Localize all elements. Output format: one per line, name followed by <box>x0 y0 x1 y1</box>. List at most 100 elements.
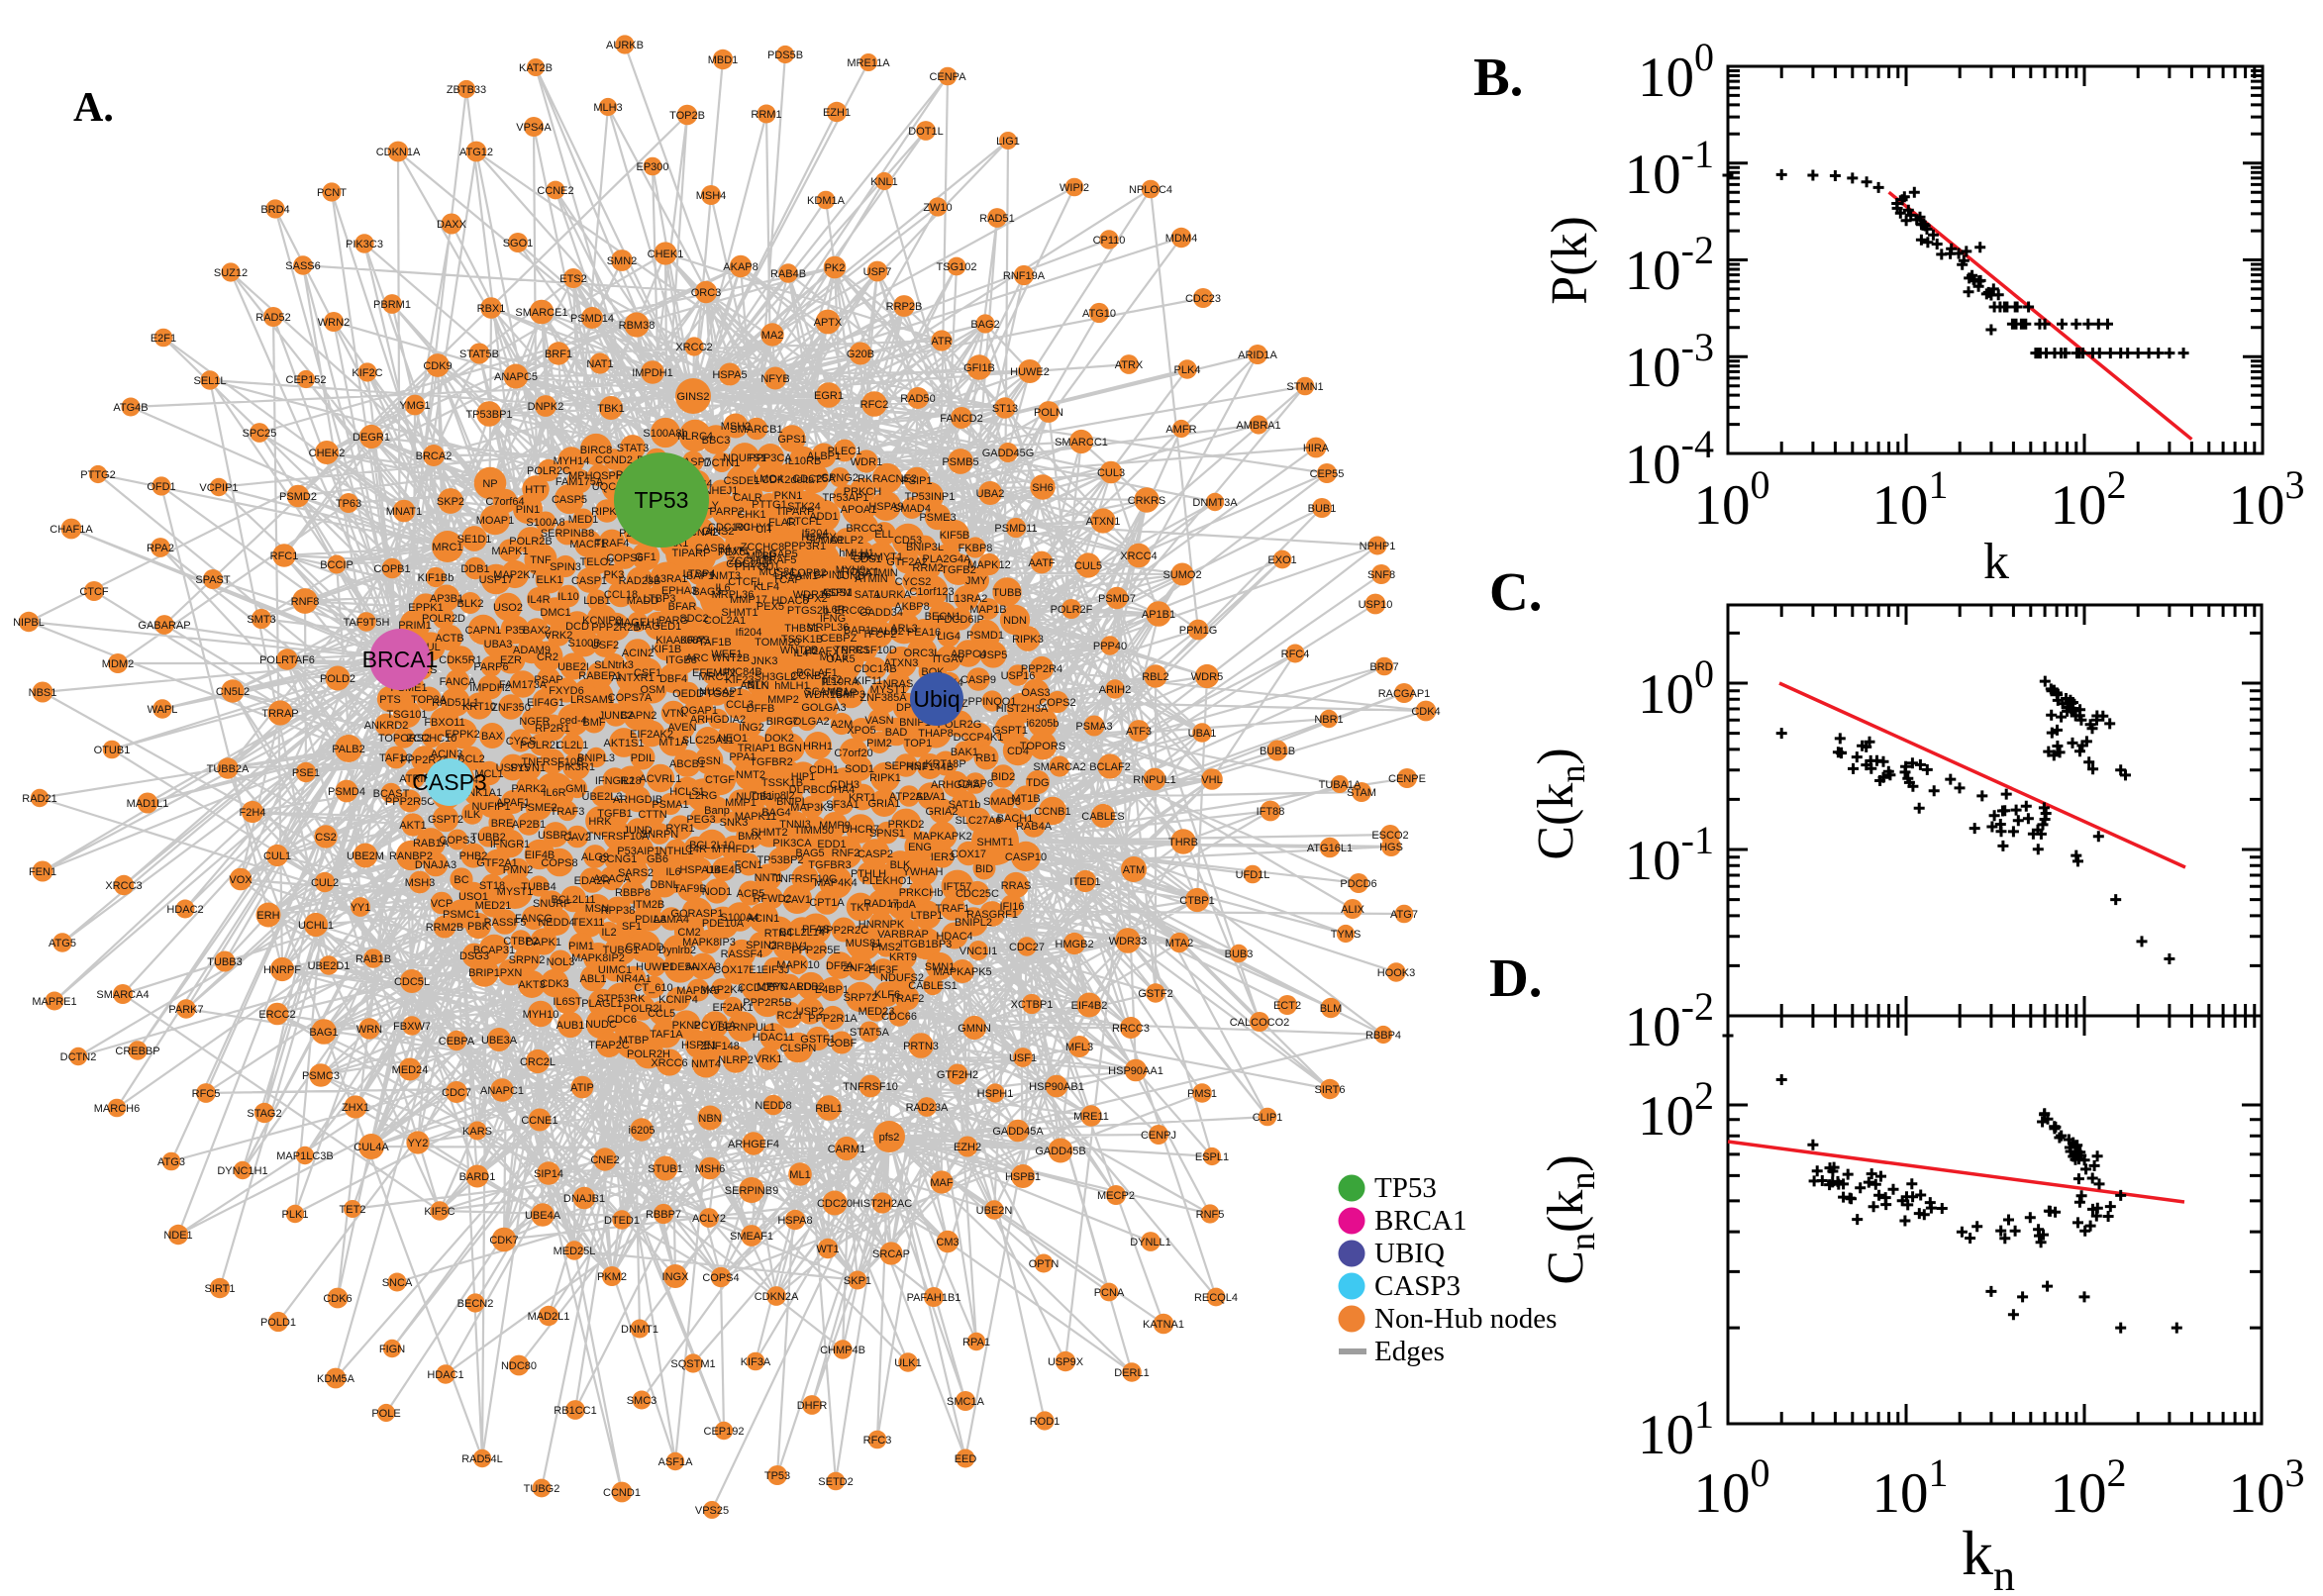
svg-text:MTA2: MTA2 <box>1165 938 1194 949</box>
svg-text:PSMA1: PSMA1 <box>652 799 688 811</box>
svg-text:CASP10: CASP10 <box>1005 851 1047 863</box>
svg-text:PEA16: PEA16 <box>907 627 941 639</box>
svg-text:MRE11: MRE11 <box>1073 1111 1109 1123</box>
svg-text:PSMD4: PSMD4 <box>328 786 365 798</box>
svg-text:MAD1L1: MAD1L1 <box>127 798 169 810</box>
svg-text:CM2: CM2 <box>677 927 700 939</box>
svg-text:PSAP: PSAP <box>534 674 562 686</box>
svg-text:PPINQO1: PPINQO1 <box>968 696 1017 708</box>
svg-text:MYH10: MYH10 <box>523 1009 559 1021</box>
svg-text:KIF5C: KIF5C <box>424 1206 454 1218</box>
svg-text:XRCC6: XRCC6 <box>651 1057 687 1069</box>
svg-text:CASP9: CASP9 <box>960 674 996 686</box>
svg-text:TFAP2C: TFAP2C <box>588 1040 630 1051</box>
svg-text:GMNN: GMNN <box>958 1023 991 1035</box>
svg-text:DYNLL1: DYNLL1 <box>1130 1237 1171 1248</box>
svg-text:KRT9: KRT9 <box>889 951 917 963</box>
svg-text:S100B: S100B <box>567 638 600 649</box>
svg-text:CR2: CR2 <box>537 651 558 663</box>
svg-text:SHMT2: SHMT2 <box>751 827 787 839</box>
svg-text:BNIPL3: BNIPL3 <box>577 752 615 764</box>
svg-text:PLAGL1: PLAGL1 <box>581 998 623 1010</box>
svg-text:XCTBP1: XCTBP1 <box>1011 999 1054 1011</box>
svg-text:COPS8: COPS8 <box>541 857 577 869</box>
svg-text:MAF: MAF <box>930 1177 954 1189</box>
svg-text:RAD51L1: RAD51L1 <box>432 697 479 709</box>
svg-text:ATMIN: ATMIN <box>855 573 887 585</box>
svg-text:ZCCHC10: ZCCHC10 <box>407 733 457 745</box>
svg-text:IL6R: IL6R <box>543 787 565 799</box>
svg-text:HSPA14: HSPA14 <box>679 864 720 876</box>
svg-text:CDC14B: CDC14B <box>854 663 896 675</box>
svg-text:MMP1: MMP1 <box>725 797 757 809</box>
svg-text:MED24: MED24 <box>392 1064 429 1076</box>
svg-text:DOT1L: DOT1L <box>908 126 943 138</box>
svg-text:ATG16L1: ATG16L1 <box>1307 843 1353 854</box>
svg-text:ATP2A2: ATP2A2 <box>889 791 929 803</box>
svg-text:ARID1A: ARID1A <box>1238 349 1277 361</box>
svg-text:KIF11: KIF11 <box>855 675 883 687</box>
svg-text:CM3: CM3 <box>936 1237 959 1248</box>
svg-text:TRAF1: TRAF1 <box>936 903 970 915</box>
svg-text:BRCA1: BRCA1 <box>362 647 439 672</box>
svg-text:VASN: VASN <box>864 715 893 727</box>
svg-text:RPP38: RPP38 <box>601 905 636 917</box>
svg-text:RBBP7: RBBP7 <box>646 1209 681 1221</box>
svg-text:ACLY2: ACLY2 <box>692 1213 726 1225</box>
svg-text:KRT10: KRT10 <box>462 701 496 713</box>
svg-text:BRF1: BRF1 <box>545 349 572 360</box>
svg-text:MRPL36: MRPL36 <box>712 589 755 601</box>
svg-text:HSPH1: HSPH1 <box>977 1088 1014 1100</box>
svg-text:SLC25A11: SLC25A11 <box>682 735 734 747</box>
svg-text:MAPRE1: MAPRE1 <box>32 996 76 1008</box>
svg-text:YY1: YY1 <box>351 902 371 914</box>
svg-text:UBERNPUL1: UBERNPUL1 <box>710 1022 775 1034</box>
svg-text:NPHP1: NPHP1 <box>1360 541 1396 552</box>
svg-text:NMT2: NMT2 <box>736 769 765 781</box>
svg-text:CDC25C: CDC25C <box>956 888 999 900</box>
svg-text:BID: BID <box>975 863 993 875</box>
svg-text:SH6: SH6 <box>1032 482 1053 494</box>
svg-text:TCAP: TCAP <box>828 687 857 699</box>
svg-text:SUMO1: SUMO1 <box>805 535 844 547</box>
svg-text:RAD51: RAD51 <box>979 213 1014 225</box>
svg-text:UBE2L3: UBE2L3 <box>582 791 623 803</box>
svg-text:TBK1: TBK1 <box>597 403 625 415</box>
svg-text:THBS1: THBS1 <box>784 623 819 635</box>
svg-text:NUFIP1: NUFIP1 <box>471 801 510 813</box>
svg-text:STP53RK: STP53RK <box>597 993 647 1005</box>
svg-text:STAT3: STAT3 <box>617 443 650 454</box>
svg-text:PPP2R5B: PPP2R5B <box>743 997 792 1009</box>
svg-text:IFI16: IFI16 <box>999 901 1024 913</box>
svg-text:CCL3: CCL3 <box>726 699 754 711</box>
svg-text:ORC3: ORC3 <box>691 287 722 299</box>
svg-text:BID2: BID2 <box>991 771 1015 783</box>
svg-text:RFC3: RFC3 <box>863 1435 892 1446</box>
svg-text:C(kn): C(kn) <box>1528 748 1592 859</box>
svg-text:PIN1: PIN1 <box>516 504 540 516</box>
svg-text:IL4R: IL4R <box>527 594 550 606</box>
svg-text:LDB2: LDB2 <box>797 981 825 993</box>
svg-text:MSH4: MSH4 <box>696 190 727 202</box>
svg-text:CHMP4B: CHMP4B <box>820 1345 865 1356</box>
svg-text:ATR: ATR <box>931 336 952 348</box>
svg-text:MED21: MED21 <box>475 900 512 912</box>
svg-text:GINS2: GINS2 <box>676 391 709 403</box>
svg-text:USP5: USP5 <box>979 649 1008 661</box>
svg-text:CDC20: CDC20 <box>817 1198 853 1210</box>
svg-text:SPIN1: SPIN1 <box>814 569 846 581</box>
svg-text:JUNB2: JUNB2 <box>599 710 634 722</box>
svg-text:NEO1: NEO1 <box>718 733 748 745</box>
svg-text:CAV1: CAV1 <box>783 894 811 906</box>
svg-text:ERCC6: ERCC6 <box>834 605 870 617</box>
svg-text:AKBP8: AKBP8 <box>894 601 929 613</box>
svg-text:PYCARD: PYCARD <box>766 981 812 993</box>
svg-text:CN5L2: CN5L2 <box>216 686 250 698</box>
svg-text:NPLOC4: NPLOC4 <box>1129 184 1172 196</box>
svg-text:MOAP1: MOAP1 <box>476 515 515 527</box>
svg-text:VPS4A: VPS4A <box>516 122 552 134</box>
svg-text:KLF4: KLF4 <box>754 581 779 593</box>
svg-text:TDG: TDG <box>1026 777 1049 789</box>
svg-text:ATG3: ATG3 <box>157 1156 185 1168</box>
svg-text:TP53: TP53 <box>635 487 689 513</box>
